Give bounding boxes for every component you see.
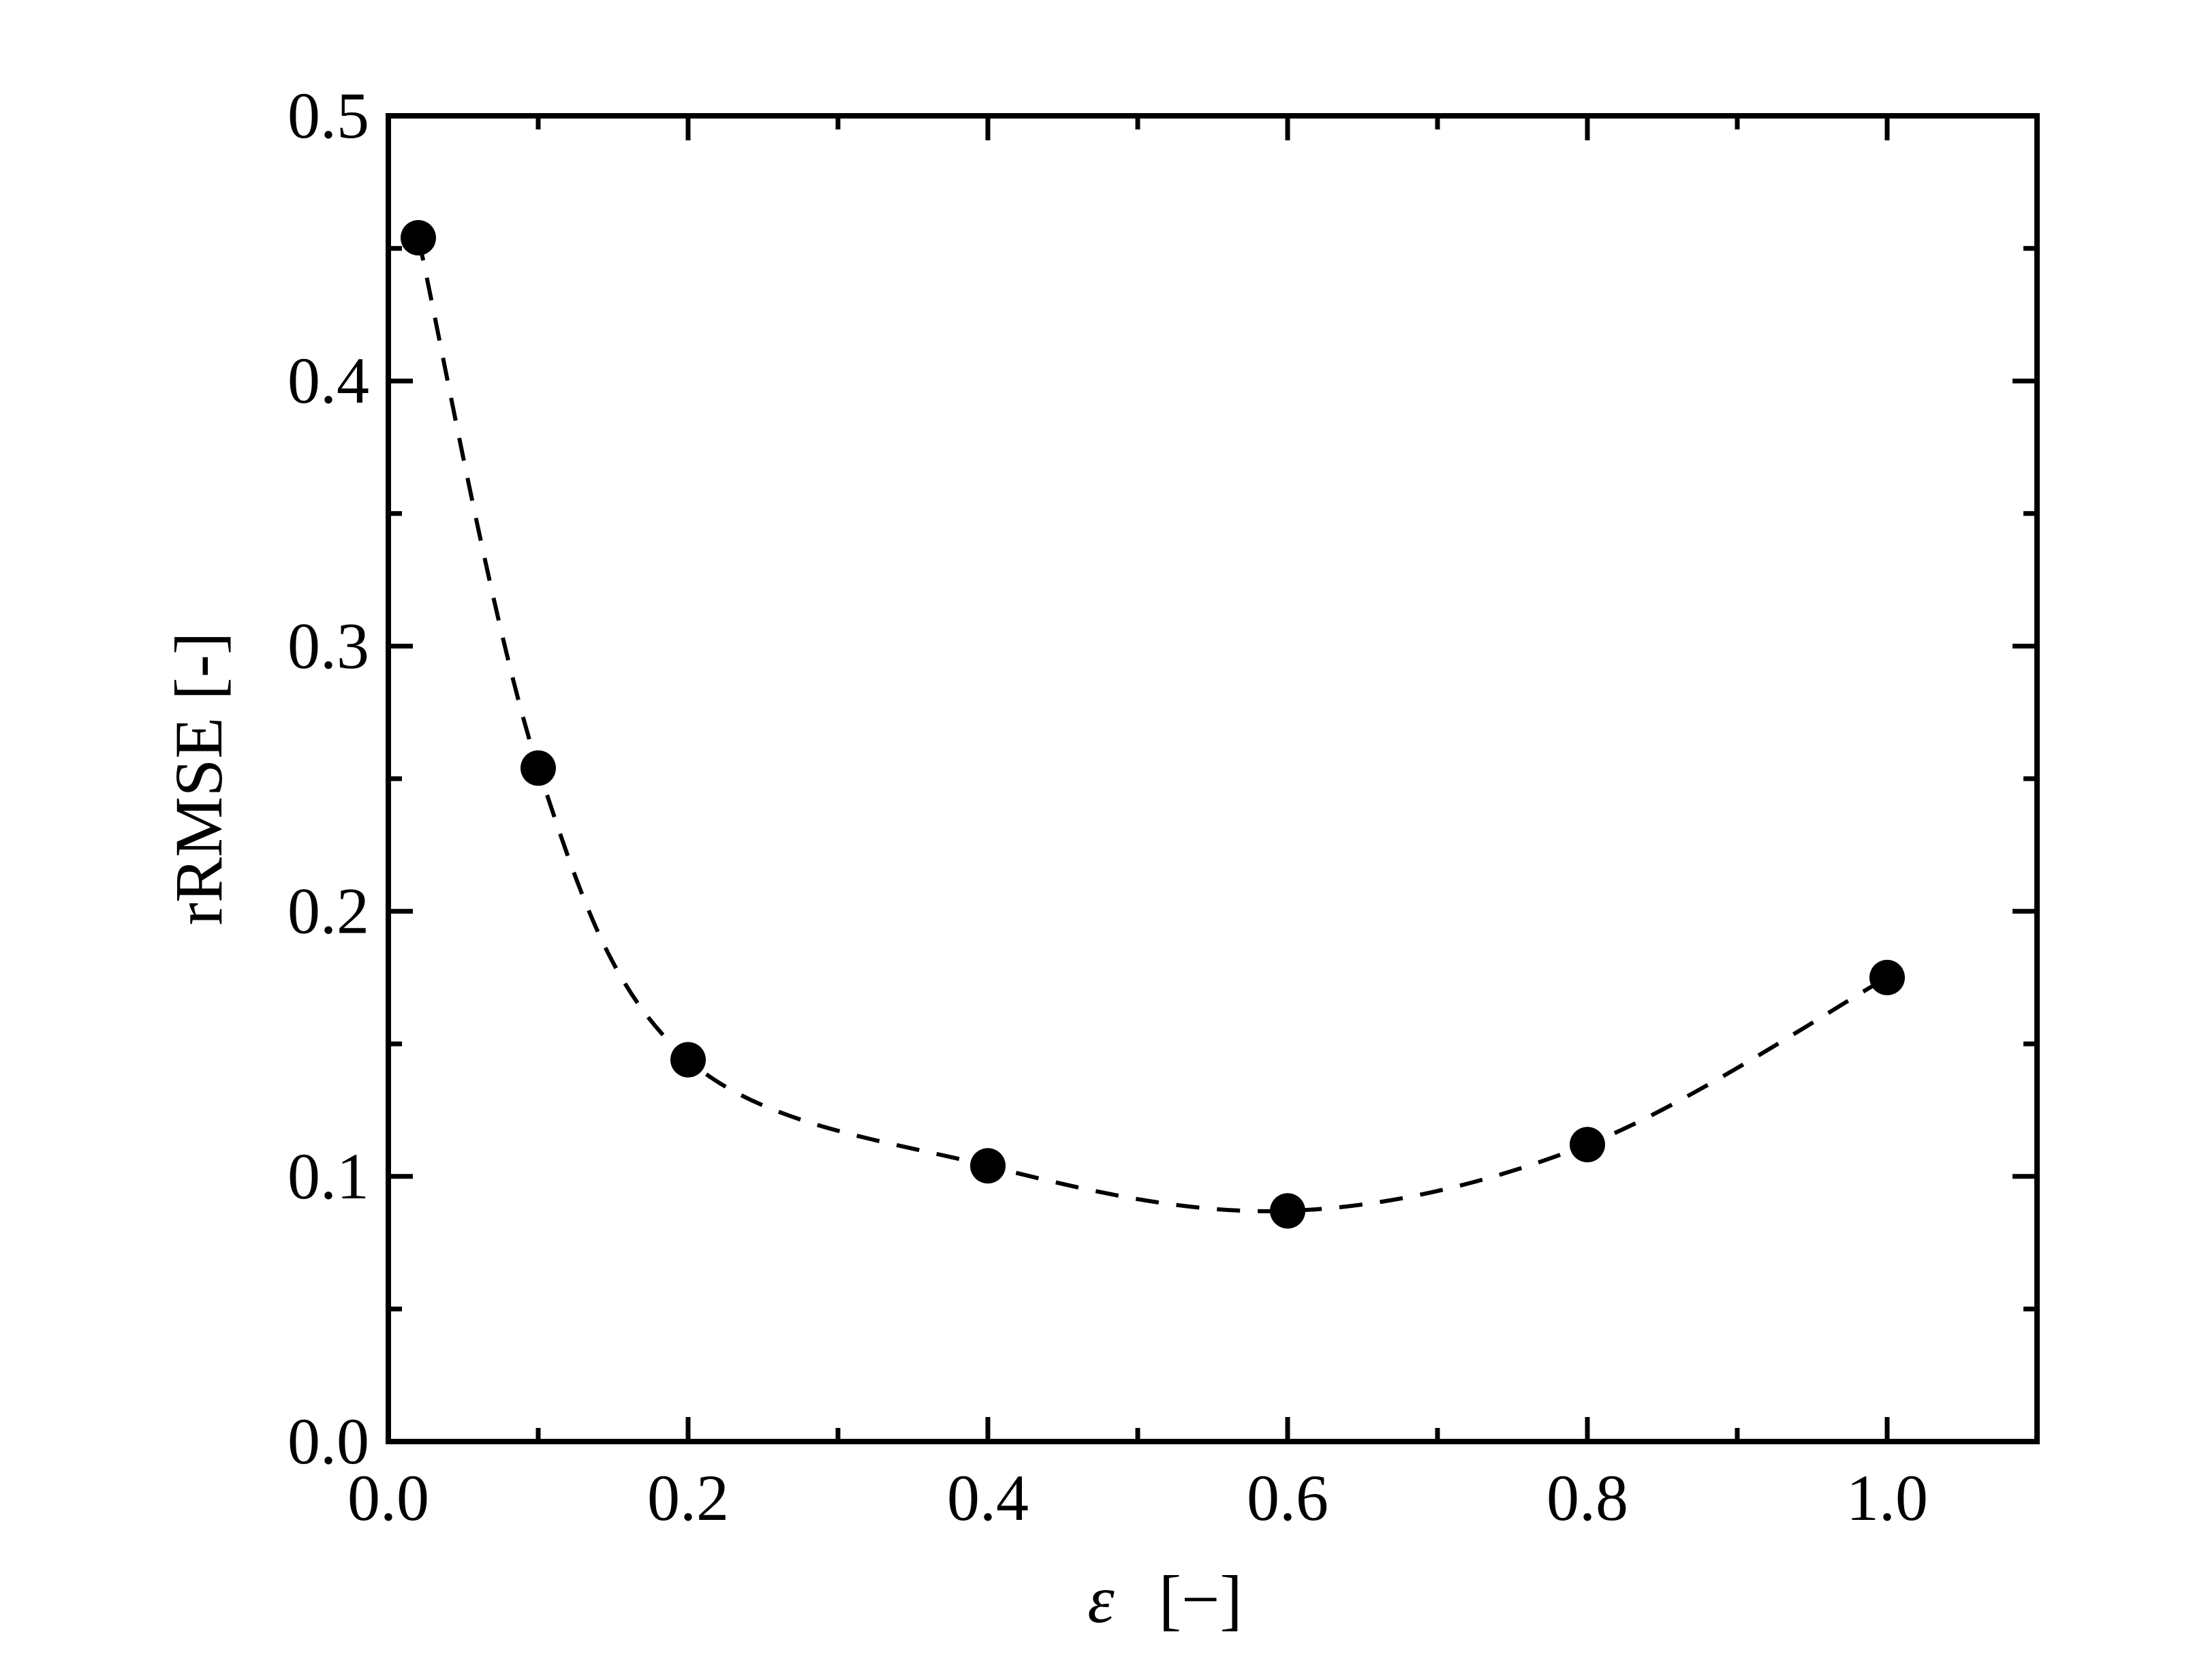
- ticks-layer: [386, 113, 2037, 1444]
- x-tick-label: 0.8: [1547, 1461, 1628, 1534]
- x-axis-unit: [−]: [1159, 1561, 1243, 1637]
- series-line-layer: [416, 237, 1889, 1213]
- data-points-layer: [401, 220, 1905, 1229]
- series-dashed-line: [416, 237, 1889, 1213]
- x-tick-label: 0.0: [347, 1461, 429, 1534]
- data-point: [520, 750, 556, 786]
- y-tick-label: 0.1: [288, 1140, 369, 1213]
- x-tick-label: 0.2: [647, 1461, 729, 1534]
- data-point: [1869, 959, 1905, 995]
- y-tick-label: 0.3: [288, 609, 369, 682]
- x-tick-label: 0.4: [947, 1461, 1029, 1534]
- data-point: [970, 1148, 1006, 1184]
- x-axis-label: ε [−]: [1087, 1561, 1242, 1637]
- plot-frame: [386, 113, 2040, 1444]
- y-tick-label: 0.2: [288, 875, 369, 948]
- y-tick-label: 0.0: [288, 1405, 369, 1478]
- data-point: [670, 1042, 706, 1078]
- tick-labels-layer: 0.0 0.2 0.4 0.6 0.8 1.0 0.0 0.1 0.2 0.3 0.4 0.5: [288, 79, 1928, 1534]
- data-point: [1270, 1193, 1305, 1229]
- x-tick-label: 1.0: [1846, 1461, 1928, 1534]
- x-tick-label: 0.6: [1247, 1461, 1328, 1534]
- data-point: [1570, 1127, 1605, 1163]
- y-axis-label: rRMSE [-]: [161, 632, 236, 926]
- data-point: [401, 220, 436, 256]
- y-tick-label: 0.5: [288, 79, 369, 152]
- y-tick-label: 0.4: [288, 344, 369, 417]
- x-axis-symbol: ε: [1087, 1561, 1115, 1637]
